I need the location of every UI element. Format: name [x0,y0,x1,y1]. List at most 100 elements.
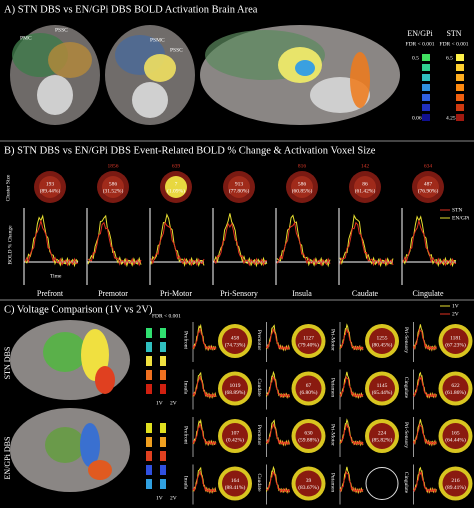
cluster-percent: (77.80%) [229,187,250,194]
cluster-percent: (89.44%) [40,187,61,194]
panel-title: B) STN DBS vs EN/GPi DBS Event-Related B… [4,145,376,156]
cluster-count: 164 [231,478,240,484]
cluster-inner [165,176,187,198]
cluster-inner [369,328,395,354]
cluster-count: 1255 [377,335,388,341]
region-name: Caudate [352,289,379,298]
region-name: Insula [292,289,312,298]
group-label: EN/GPi DBS [3,437,12,480]
cluster-inner [102,176,124,198]
cluster-percent: (64.44%) [445,436,466,443]
scale-swatch [456,84,464,91]
scale-tick: 0.06 [412,115,422,121]
trace [266,328,290,351]
scale-tick: 6.5 [446,55,453,61]
region-name: Cingulate [412,289,444,298]
trace [413,375,437,399]
panel-title: A) STN DBS vs EN/GPi DBS BOLD Activation… [4,4,258,15]
scale-swatch [160,356,166,366]
trace [339,470,364,494]
scale-swatch [160,423,166,433]
region-name: Pri-Sensory [403,422,409,448]
scale-swatch [160,370,166,380]
scale-voltage: 1V [156,495,163,501]
trace [413,327,437,352]
scale-swatch [146,328,152,338]
axis-label: Cluster Size [5,174,11,201]
axis-label: Time [50,273,62,279]
scale-tick: 4.25 [446,115,456,121]
region-name: Prefront [37,289,64,298]
scale-swatch [456,94,464,101]
cluster-total: 1856 [108,163,119,169]
region-label: PMC [20,35,32,41]
cluster-inner [354,176,376,198]
trace [413,470,437,494]
scale-note: FDR < 0.001 [152,313,181,319]
cluster-percent: (85.82%) [372,436,393,443]
trace [266,423,290,446]
region-name: Prefront [183,331,190,349]
region-name: Cingulate [403,377,409,399]
cluster-inner [295,423,322,449]
region-name: Pri-Motor [160,289,192,298]
region-name: Premotor [98,289,128,298]
cluster-inner [222,328,248,354]
cluster-count: 39 [306,478,312,484]
scale-swatch [160,451,166,461]
trace [413,422,437,447]
cluster-count: 1019 [230,383,241,389]
cluster-inner [442,375,469,402]
cluster-inner [295,470,322,497]
trace [192,470,217,494]
cluster-percent: (76.90%) [418,187,439,194]
trace [24,219,79,267]
cluster-total: 634 [424,163,433,169]
trace [339,375,364,399]
trace [266,375,290,399]
cluster-count: 107 [231,430,240,436]
cluster-inner [228,176,250,198]
trace [87,214,142,268]
cluster-percent: (65.44%) [372,389,393,396]
cluster-inner [291,176,313,198]
cluster-count: 224 [378,430,387,436]
scale-swatch [146,479,152,489]
cluster-percent: (67.23%) [445,341,466,348]
axis-label: BOLD % Change [7,225,13,265]
cluster-inner [222,423,248,449]
cluster-count: 622 [451,383,460,389]
scale-swatch [146,451,152,461]
region-label: PSSC [170,47,183,53]
scale-swatch [160,342,166,352]
trace [192,327,217,352]
region-name: Cingulate [403,472,409,494]
cluster-inner [442,423,469,449]
trace [413,466,437,494]
region-name: Putamen [330,473,336,492]
legend-label: EN/GPi [452,215,470,221]
cluster-inner [39,176,61,198]
cluster-count: 487 [424,181,433,187]
cluster-inner [369,423,395,449]
trace [24,214,79,268]
cluster-count: 86 [362,181,368,187]
group-label: STN DBS [3,347,12,380]
cluster-count: 586 [109,181,118,187]
scale-swatch [146,384,152,394]
scale-swatch [456,54,464,61]
legend-title: STN [446,29,461,38]
scale-swatch [146,356,152,366]
scale-swatch [456,104,464,111]
scale-swatch [422,94,430,101]
trace [339,214,394,268]
scale-swatch [160,465,166,475]
cluster-count: 913 [235,181,244,187]
cluster-total: 142 [361,163,370,169]
scale-swatch [146,370,152,380]
cluster-percent: (0.42%) [226,436,244,443]
trace [402,215,457,268]
cluster-percent: (74.73%) [225,341,246,348]
region-name: Insula [183,476,189,490]
